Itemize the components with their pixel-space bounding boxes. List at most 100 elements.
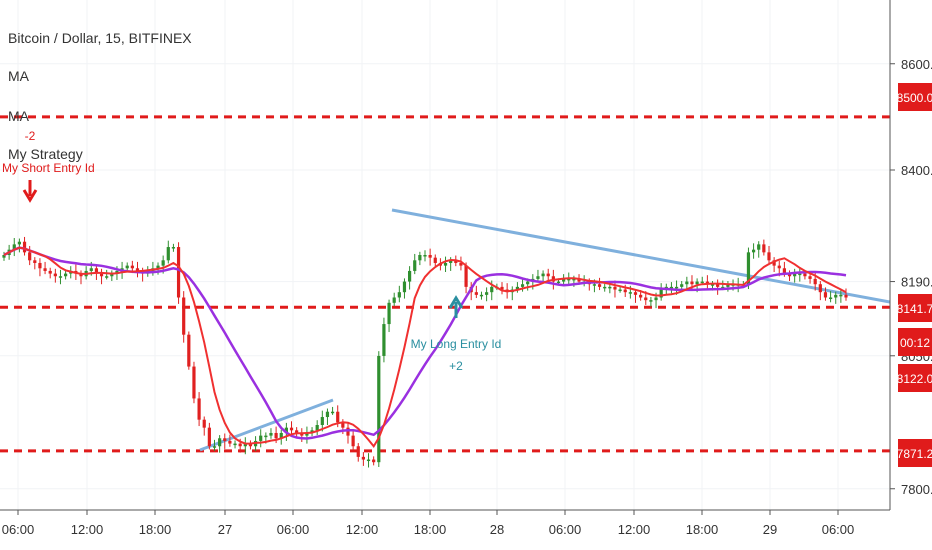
candle-body <box>787 273 792 277</box>
candle-body <box>700 281 704 284</box>
candle-body <box>454 260 458 263</box>
price-tag-bg <box>898 294 932 322</box>
candle-body <box>135 268 140 271</box>
indicator-strategy[interactable]: My Strategy <box>8 146 83 162</box>
candle-body <box>418 255 422 261</box>
candle-body <box>500 286 504 290</box>
short-entry-arrow-icon <box>22 180 38 203</box>
candle-body <box>628 292 632 294</box>
candle-body <box>53 273 57 277</box>
candle-body <box>608 286 612 289</box>
candle-body <box>105 276 109 278</box>
candle-body <box>782 268 786 274</box>
candle-body <box>156 265 160 269</box>
x-tick-label: 06:00 <box>822 522 855 537</box>
price-tag-label: 8141.7 <box>897 302 932 316</box>
candle-body <box>33 260 37 263</box>
price-tag: 7871.2 <box>897 439 932 467</box>
candle-body <box>361 456 365 460</box>
candle-body <box>433 257 437 263</box>
candle-body <box>351 435 355 447</box>
candle-body <box>94 268 99 274</box>
candle-body <box>279 432 283 439</box>
candle-body <box>264 435 268 438</box>
strategy-signals: -2 My Short Entry Id My Long Entry Id +2 <box>2 129 501 373</box>
candle-body <box>762 244 766 253</box>
candle-body <box>474 292 478 295</box>
candle-body <box>685 281 689 285</box>
candle-body <box>372 459 376 463</box>
candle-body <box>828 297 833 299</box>
candle-body <box>556 281 561 284</box>
candle-body <box>305 432 309 436</box>
candle-body <box>746 252 751 285</box>
candle-body <box>674 286 679 289</box>
price-tag-label: 00:12 <box>900 336 930 350</box>
indicator-ma-2[interactable]: MA <box>8 108 29 124</box>
candle-body <box>64 273 68 277</box>
candle-body <box>680 284 684 287</box>
candle-body <box>166 247 170 261</box>
candle-body <box>274 432 278 439</box>
candle-body <box>79 273 83 277</box>
long-entry-qty: +2 <box>449 359 463 373</box>
candle-body <box>89 268 93 271</box>
candle-body <box>43 268 47 271</box>
price-tag-bg <box>898 364 932 392</box>
candle-body <box>844 294 848 298</box>
long-entry-arrow-icon <box>448 295 464 318</box>
candle-body <box>207 427 211 447</box>
candle-body <box>520 284 525 287</box>
candle-body <box>341 422 345 428</box>
candles <box>2 236 848 468</box>
candle-body <box>248 443 253 447</box>
candle-body <box>284 427 288 433</box>
candle-body <box>218 438 222 447</box>
candle-body <box>834 294 838 298</box>
candle-body <box>171 247 176 249</box>
candle-body <box>366 459 371 462</box>
candle-body <box>818 284 822 293</box>
moving-averages <box>3 246 847 449</box>
ma-slow-line <box>3 246 847 440</box>
candle-body <box>12 244 16 250</box>
trendlines <box>199 208 891 452</box>
candle-body <box>423 255 427 257</box>
x-tick-label: 06:00 <box>2 522 35 537</box>
candle-body <box>526 281 530 285</box>
candle-body <box>772 260 776 266</box>
candle-body <box>336 411 340 423</box>
candle-body <box>541 273 545 277</box>
candle-body <box>464 265 468 287</box>
price-tag-bg <box>898 328 932 356</box>
candle-body <box>823 292 828 298</box>
candle-body <box>613 286 617 290</box>
candle-body <box>320 417 324 425</box>
y-tick-label: 7800.0 <box>901 482 932 497</box>
x-tick-label: 06:00 <box>277 522 310 537</box>
candle-body <box>515 286 520 290</box>
candle-body <box>330 411 335 414</box>
candle-body <box>459 262 463 266</box>
candle-body <box>397 292 401 298</box>
price-tag-bg <box>898 439 932 467</box>
candle-body <box>567 278 571 281</box>
candle-body <box>597 284 602 287</box>
candle-body <box>315 425 319 431</box>
x-tick-label: 12:00 <box>618 522 651 537</box>
indicator-ma-1[interactable]: MA <box>8 68 29 84</box>
candle-body <box>413 260 417 271</box>
x-tick-label: 06:00 <box>549 522 582 537</box>
candle-body <box>28 252 32 261</box>
trendline-up <box>199 398 334 452</box>
candle-body <box>479 294 484 297</box>
candle-body <box>654 297 658 301</box>
candle-body <box>99 273 104 277</box>
price-tag: 8141.7 <box>897 294 932 322</box>
candle-body <box>2 255 6 258</box>
candle-body <box>238 443 242 447</box>
price-tag-label: 7871.2 <box>897 447 932 461</box>
candle-body <box>115 270 119 274</box>
candle-body <box>767 252 771 261</box>
